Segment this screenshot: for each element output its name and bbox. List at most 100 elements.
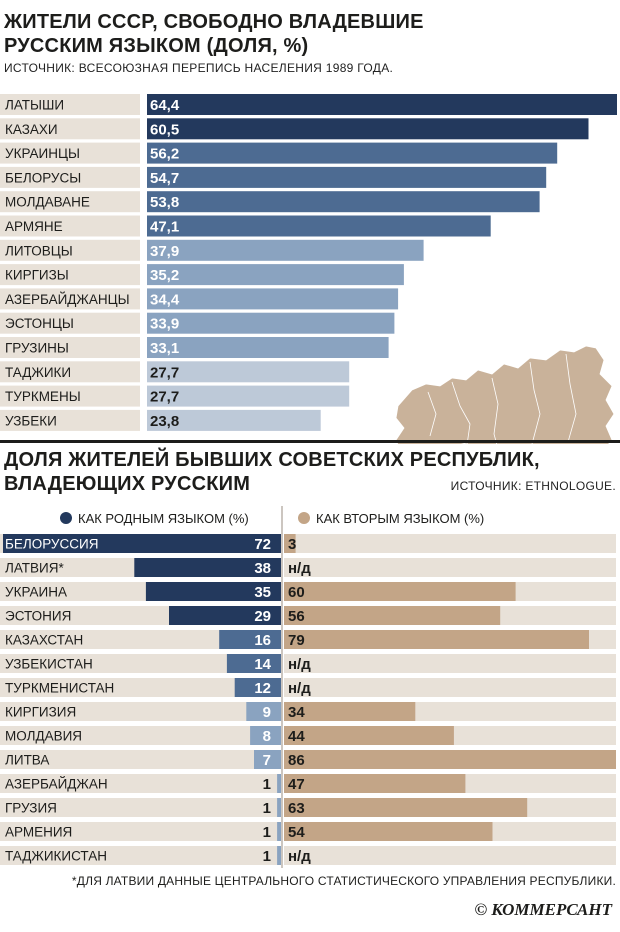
c1-bar (147, 191, 540, 213)
c2-second-value: 34 (288, 704, 305, 721)
legend-native-dot-icon (60, 512, 72, 524)
c1-row-bg (0, 118, 140, 140)
c2-second-bar (284, 582, 516, 601)
c2-row-bg-left (0, 750, 281, 769)
c2-native-value: 7 (263, 752, 271, 769)
c1-value-label: 33,9 (150, 316, 179, 333)
chart2-source: ИСТОЧНИК: ETHNOLOGUE. (450, 479, 616, 493)
c2-category-label: КИРГИЗИЯ (5, 705, 76, 720)
c2-native-value: 1 (263, 776, 271, 793)
c1-bar (147, 264, 404, 286)
c2-native-bar (277, 822, 281, 841)
c1-category-label: ЛАТЫШИ (5, 98, 64, 113)
c2-category-label: УКРАИНА (5, 585, 67, 600)
c1-row-bg (0, 142, 140, 164)
c1-bar (147, 385, 350, 407)
c1-bar (147, 118, 589, 140)
c2-second-bar (284, 606, 501, 625)
c2-second-value: 63 (288, 800, 305, 817)
c1-category-label: МОЛДАВАНЕ (5, 195, 90, 210)
c2-row-bg-left (0, 774, 281, 793)
c2-second-bar (284, 822, 493, 841)
c1-category-label: ТУРКМЕНЫ (5, 389, 81, 404)
c1-value-label: 27,7 (150, 364, 179, 381)
c2-category-label: ТУРКМЕНИСТАН (5, 681, 114, 696)
c2-native-value: 8 (263, 728, 271, 745)
c2-second-value: 56 (288, 608, 305, 625)
chart2-svg: КАК РОДНЫМ ЯЗЫКОМ (%) КАК ВТОРЫМ ЯЗЫКОМ … (0, 506, 616, 868)
c1-category-label: КАЗАХИ (5, 122, 58, 137)
c2-second-value: 44 (288, 728, 305, 745)
c1-category-label: ТАДЖИКИ (5, 365, 71, 380)
legend-native-label: КАК РОДНЫМ ЯЗЫКОМ (%) (78, 511, 249, 526)
c1-bar (147, 215, 491, 237)
chart1-svg: ЛАТЫШИ 64,4 КАЗАХИ 60,5 УКРАИНЦЫ 56,2 БЕЛОРУСЫ… (0, 94, 617, 444)
chart1-source: ИСТОЧНИК: ВСЕСОЮЗНАЯ ПЕРЕПИСЬ НАСЕЛЕНИЯ … (4, 61, 394, 75)
c1-category-label: АРМЯНЕ (5, 219, 63, 234)
c2-row-bg-right (284, 678, 616, 697)
legend-second-label: КАК ВТОРЫМ ЯЗЫКОМ (%) (316, 511, 484, 526)
c1-category-label: АЗЕРБАЙДЖАНЦЫ (5, 292, 130, 307)
c1-row-bg (0, 337, 140, 358)
russia-map-icon (395, 345, 615, 444)
c1-value-label: 56,2 (150, 146, 179, 163)
c2-second-value: н/д (288, 848, 311, 865)
c1-bar (147, 409, 321, 431)
c1-category-label: УЗБЕКИ (5, 413, 57, 428)
c1-bar (147, 288, 399, 310)
c2-native-bar (226, 654, 281, 673)
c2-category-label: УЗБЕКИСТАН (5, 657, 93, 672)
c1-row-bg (0, 385, 140, 407)
c2-second-bar (284, 726, 454, 745)
c2-second-value: 3 (288, 536, 296, 553)
c2-native-bar (254, 750, 281, 769)
c2-row-bg-left (0, 702, 281, 721)
c2-row-bg-right (284, 846, 616, 865)
c2-row-bg-left (0, 630, 281, 649)
c2-category-label: МОЛДАВИЯ (5, 729, 82, 744)
c1-row-bg (0, 215, 140, 237)
c1-category-label: ГРУЗИНЫ (5, 341, 69, 356)
c2-row-bg-right (284, 534, 616, 553)
c2-native-bar (3, 534, 281, 553)
c1-bar (147, 166, 547, 188)
c2-native-bar (145, 582, 281, 601)
c2-second-value: 47 (288, 776, 305, 793)
c1-row-bg (0, 239, 140, 261)
chart1-title-line2: РУССКИМ ЯЗЫКОМ (ДОЛЯ, %) (4, 35, 309, 57)
c1-bar (147, 312, 395, 334)
c1-value-label: 23,8 (150, 413, 179, 430)
c1-value-label: 34,4 (150, 291, 180, 308)
russia-map-borders (427, 353, 577, 444)
c2-row-bg-right (284, 654, 616, 673)
c2-category-label: ЛАТВИЯ* (5, 561, 65, 576)
c2-row-bg-left (0, 654, 281, 673)
c1-row-bg (0, 166, 140, 188)
brand-logo: © КОММЕРСАНТ (474, 900, 612, 919)
chart2-title-line2: ВЛАДЕЮЩИХ РУССКИМ (4, 473, 251, 495)
c2-category-label: БЕЛОРУССИЯ (5, 537, 98, 552)
chart1-title-line1: ЖИТЕЛИ СССР, СВОБОДНО ВЛАДЕВШИЕ (4, 11, 424, 33)
c2-category-label: ЭСТОНИЯ (5, 609, 71, 624)
c1-row-bg (0, 409, 140, 431)
c2-second-bar (284, 702, 416, 721)
c2-category-label: ТАДЖИКИСТАН (5, 849, 107, 864)
c2-second-value: 60 (288, 584, 305, 601)
c2-second-bar (284, 534, 296, 553)
c1-category-label: БЕЛОРУСЫ (5, 170, 81, 185)
c1-row-bg (0, 264, 140, 286)
c1-bar (147, 142, 558, 164)
russia-map-shape (395, 345, 615, 444)
c2-category-label: ЛИТВА (5, 753, 49, 768)
c1-value-label: 35,2 (150, 267, 179, 284)
c2-second-bar (284, 750, 616, 769)
c2-native-value: 16 (254, 632, 271, 649)
c1-row-bg (0, 288, 140, 310)
c1-row-bg (0, 191, 140, 213)
c2-native-value: 1 (263, 848, 271, 865)
c2-native-value: 1 (263, 824, 271, 841)
c2-native-value: 29 (254, 608, 271, 625)
c2-row-bg-left (0, 822, 281, 841)
c2-category-label: АЗЕРБАЙДЖАН (5, 777, 108, 792)
c2-native-value: 72 (254, 536, 271, 553)
